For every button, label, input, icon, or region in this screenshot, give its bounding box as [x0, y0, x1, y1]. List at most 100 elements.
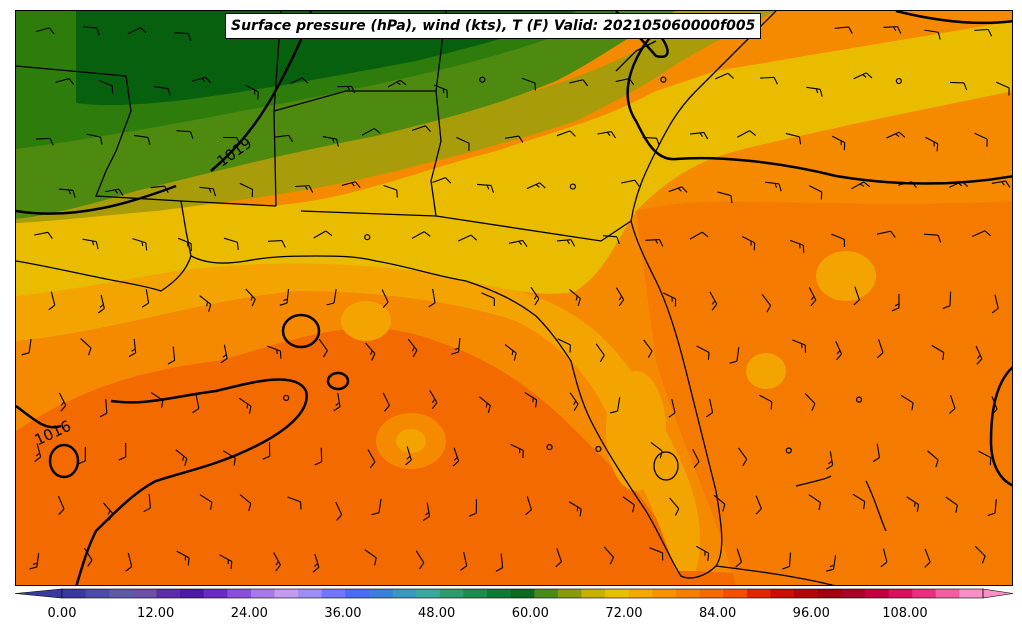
wind-barb [729, 347, 740, 364]
wind-barb [602, 235, 620, 245]
colorbar-cell [62, 589, 87, 598]
colorbar [14, 588, 1014, 599]
wind-barb [134, 134, 151, 145]
isobar-east-edge [989, 366, 1012, 487]
wind-barb [668, 186, 688, 193]
wind-barb [34, 231, 53, 239]
wind-barb [239, 397, 252, 414]
wind-barb [314, 447, 323, 466]
wind-barb [86, 133, 103, 145]
wind-barb [199, 295, 212, 312]
wind-barb [128, 338, 137, 358]
wind-barb [738, 447, 748, 467]
wind-barb [175, 449, 188, 467]
wind-barb [460, 552, 468, 571]
wind-barb [530, 286, 540, 306]
wind-barb [381, 289, 389, 309]
wind-barb [245, 84, 259, 100]
colorbar-tick-label: 84.00 [699, 606, 737, 621]
wind-barb [696, 345, 710, 361]
colorbar-cell [439, 589, 464, 598]
wind-barb [78, 446, 86, 465]
wind-barb [556, 130, 576, 137]
wind-barb [735, 548, 743, 568]
wind-barb [407, 338, 418, 358]
wind-calm-marker [283, 394, 290, 402]
wind-barb [831, 233, 845, 248]
wind-barb [295, 185, 314, 193]
wind-barb [508, 239, 528, 247]
colorbar-tick-label: 12.00 [137, 606, 175, 621]
wind-barb [477, 183, 495, 193]
wind-barb [597, 131, 616, 139]
wind-barb [900, 394, 914, 411]
wind-barb [942, 291, 952, 309]
wind-barb [57, 495, 65, 515]
colorbar-cell [487, 589, 512, 598]
wind-barb [876, 230, 896, 238]
wind-barb [717, 191, 733, 204]
wind-barb [337, 85, 356, 94]
colorbar-cell [817, 589, 842, 598]
wind-calm-marker [785, 447, 792, 454]
wind-calm-marker [546, 443, 553, 451]
colorbar-cell [416, 589, 441, 598]
temp-band-yellow [16, 21, 1012, 296]
colorbar-tick-label: 0.00 [47, 606, 77, 621]
colorbar-cell [463, 589, 488, 598]
wind-barb [167, 346, 176, 365]
wind-barb [333, 392, 341, 412]
colorbar-cell [298, 589, 323, 598]
wind-barb [99, 399, 108, 418]
coastline-gulf-atlantic [16, 11, 777, 579]
wind-barb [834, 26, 853, 34]
isobar-closed-2 [326, 371, 350, 391]
wind-barb [642, 136, 660, 146]
wind-barb [852, 493, 866, 510]
colorbar-cell [864, 589, 890, 598]
wind-barb [35, 27, 55, 35]
wind-barb [433, 84, 448, 98]
weather-map: 1019 1016 [15, 10, 1013, 586]
colorbar-extend-low [14, 588, 63, 599]
colorbar-tick-label: 72.00 [605, 606, 643, 621]
wind-barb [872, 443, 881, 463]
colorbar-cell [534, 589, 559, 598]
wind-barb [521, 77, 536, 91]
wind-barb [495, 553, 504, 572]
wind-barb [650, 442, 663, 459]
wind-barb [192, 76, 211, 84]
wind-barb [949, 180, 969, 188]
wind-barb [84, 547, 93, 567]
wind-barb [876, 339, 884, 359]
wind-barbs [21, 26, 1011, 573]
wind-barb [177, 237, 192, 252]
wind-barb [104, 188, 124, 196]
isobar-1016-label-line [16, 405, 62, 429]
wind-barb [826, 555, 837, 572]
wind-calm-marker [479, 76, 486, 83]
wind-barb [199, 494, 213, 510]
wind-barb [790, 239, 805, 253]
isobar-closed-1 [281, 313, 321, 349]
wind-barb [335, 501, 343, 521]
colorbar-cell [676, 589, 701, 598]
wind-barb [458, 234, 478, 242]
wind-barb [504, 344, 517, 361]
colorbar-cells [14, 588, 1014, 599]
wind-barb [649, 547, 664, 561]
wind-barb [82, 238, 99, 250]
wind-barb [949, 81, 968, 91]
wind-barb [755, 495, 762, 515]
colorbar-tick-label: 96.00 [792, 606, 830, 621]
colorbar-cell [581, 589, 606, 598]
temp-blob-florida [606, 371, 666, 491]
colorbar-cell [510, 589, 535, 598]
wind-calm-marker [569, 183, 576, 190]
map-canvas: 1019 1016 [16, 11, 1012, 585]
colorbar-cell [888, 589, 913, 598]
colorbar-cell [746, 589, 771, 598]
geography-lines [16, 11, 887, 585]
wind-barb [610, 397, 621, 414]
wind-barb [785, 132, 802, 145]
